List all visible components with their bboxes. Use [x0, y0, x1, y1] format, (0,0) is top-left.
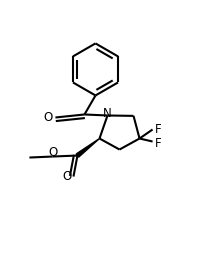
Text: F: F: [154, 136, 161, 150]
Text: O: O: [43, 111, 52, 124]
Polygon shape: [76, 139, 99, 157]
Text: N: N: [103, 107, 112, 120]
Text: O: O: [62, 170, 71, 183]
Text: O: O: [48, 146, 57, 159]
Text: F: F: [154, 123, 161, 136]
